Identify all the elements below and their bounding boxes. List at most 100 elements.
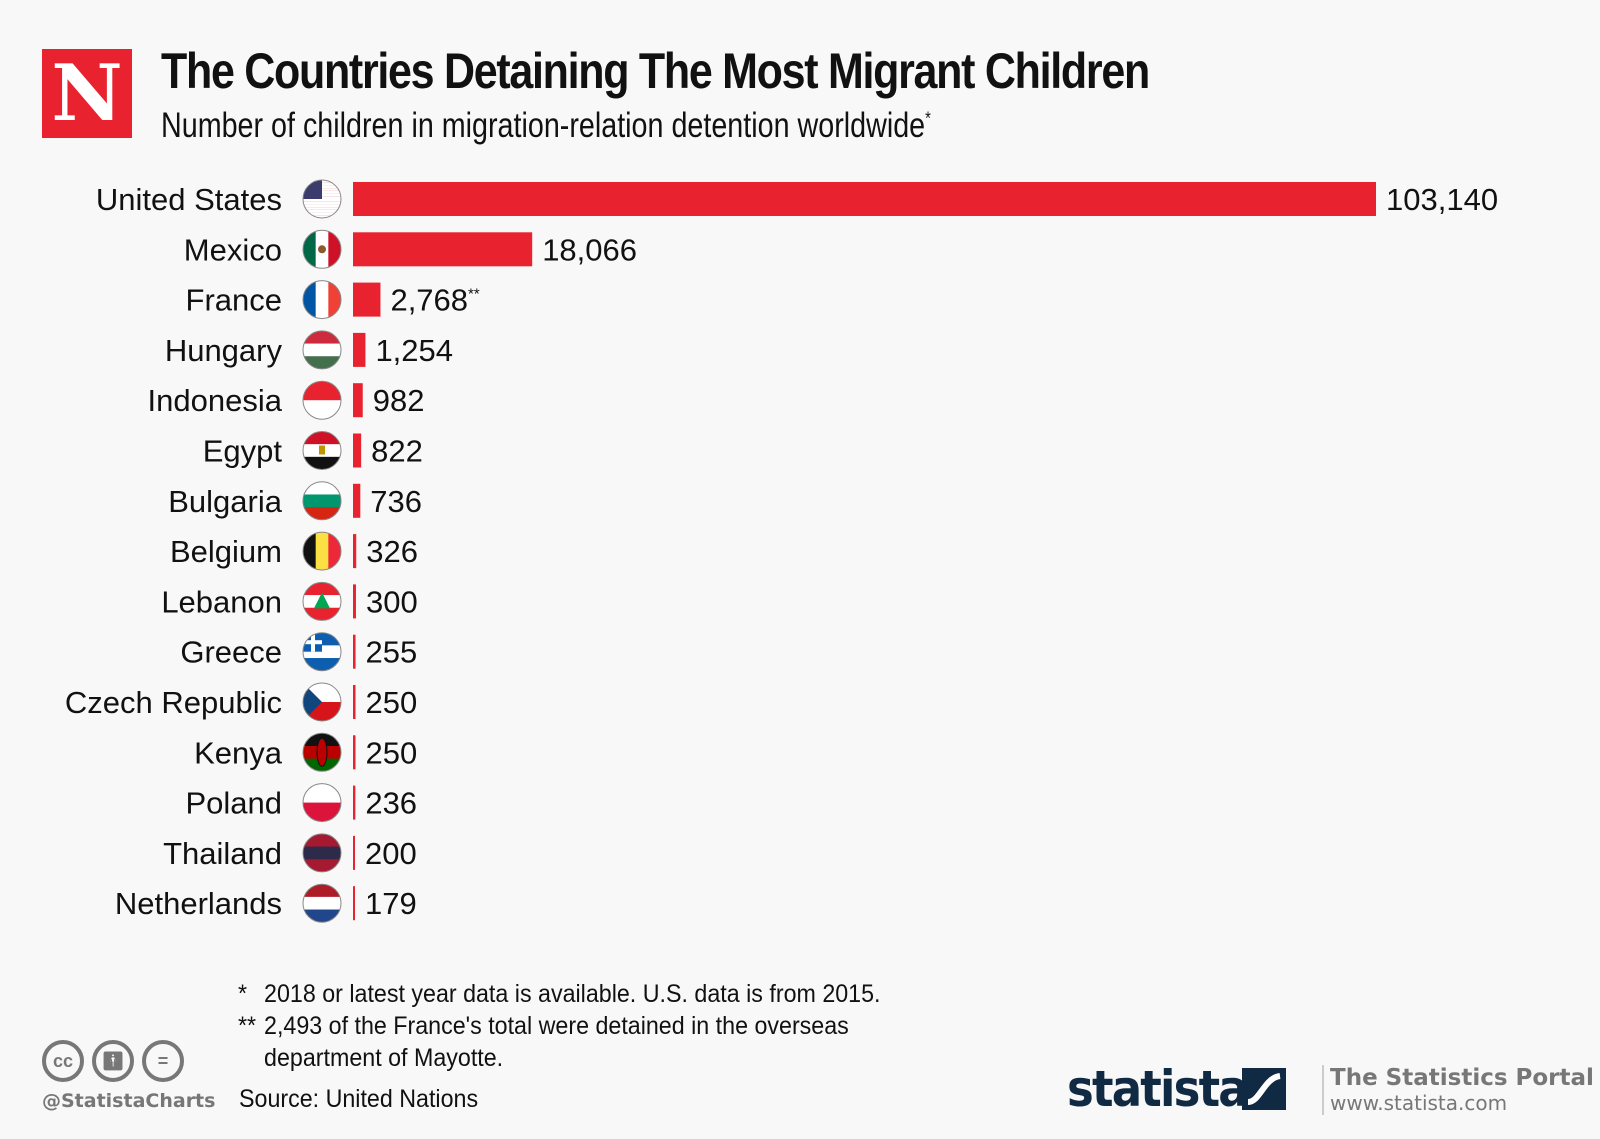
mx-flag-icon — [303, 230, 341, 269]
bar-row: Indonesia 982 — [148, 380, 425, 420]
bar — [353, 483, 361, 518]
bar-row: Belgium 326 — [170, 531, 418, 571]
us-flag-icon — [303, 180, 341, 218]
value-label: 200 — [365, 836, 417, 871]
bar — [353, 685, 356, 719]
bar-row: Bulgaria 736 — [168, 481, 422, 521]
bar-row: Netherlands 179 — [115, 883, 417, 923]
flag-border — [302, 783, 342, 823]
statista-wordmark: statista — [1067, 1060, 1249, 1118]
bar — [353, 383, 363, 418]
bar — [353, 332, 366, 367]
flag-border — [302, 179, 342, 219]
by-icon: 🚹︎ — [92, 1040, 134, 1082]
value-label: 822 — [371, 434, 423, 469]
nd-icon: = — [142, 1040, 184, 1082]
license-icons: cc 🚹︎ = — [42, 1040, 184, 1082]
flag-border — [302, 833, 342, 873]
bar-row: France 2,768** — [186, 280, 480, 320]
footnotes: * 2018 or latest year data is available. … — [238, 978, 906, 1074]
ke-flag-icon — [303, 733, 341, 772]
nl-flag-icon — [303, 884, 341, 923]
flag-border — [302, 481, 342, 521]
bar — [353, 835, 355, 870]
value-label: 736 — [370, 484, 422, 519]
value-label: 326 — [366, 534, 418, 569]
category-label: Indonesia — [148, 383, 283, 418]
value-label: 255 — [366, 635, 418, 670]
flag-border — [302, 380, 342, 420]
flag-border — [302, 732, 342, 772]
bar-row: Lebanon 300 — [161, 581, 418, 621]
bar — [353, 886, 355, 921]
category-label: Lebanon — [161, 584, 282, 619]
chart-subtitle: Number of children in migration-relation… — [161, 106, 931, 145]
source-text: Source: United Nations — [239, 1085, 479, 1113]
value-label: 300 — [366, 584, 418, 619]
flag-border — [302, 330, 342, 370]
category-label: Belgium — [170, 534, 282, 569]
bar-row: Mexico 18,066 — [184, 229, 637, 269]
flag-border — [302, 531, 342, 571]
category-label: Kenya — [194, 735, 283, 770]
bar — [353, 785, 356, 820]
value-footnote-mark: ** — [468, 286, 480, 303]
chart-title: The Countries Detaining The Most Migrant… — [161, 43, 1150, 99]
bg-flag-icon — [303, 481, 341, 520]
cc-icon: cc — [42, 1040, 84, 1082]
flag-border — [302, 280, 342, 320]
flag-border — [302, 682, 342, 722]
value-label: 250 — [365, 685, 417, 720]
pl-flag-icon — [303, 783, 341, 822]
bar-row: Greece 255 — [180, 632, 418, 672]
bar — [353, 182, 1376, 216]
category-label: Bulgaria — [168, 484, 282, 519]
value-label: 250 — [365, 735, 417, 770]
bar-row: Kenya 250 — [194, 732, 417, 772]
flag-border — [302, 229, 342, 269]
statista-portal: The Statistics Portal www.statista.com — [1322, 1065, 1594, 1115]
th-flag-icon — [303, 833, 341, 872]
category-label: Mexico — [184, 232, 282, 267]
category-label: Poland — [185, 786, 282, 821]
bar-row: United States 103,140 — [96, 179, 1498, 219]
bar — [353, 232, 533, 267]
category-label: Thailand — [163, 836, 282, 871]
bar-row: Thailand 200 — [163, 833, 417, 873]
flag-border — [302, 581, 342, 621]
category-label: Netherlands — [115, 886, 282, 921]
value-label: 2,768** — [390, 283, 479, 318]
newsweek-logo: N — [42, 49, 132, 138]
bar — [353, 735, 356, 770]
category-label: France — [186, 283, 282, 318]
cz-flag-icon — [303, 683, 341, 721]
value-label: 1,254 — [375, 333, 453, 368]
be-flag-icon — [303, 532, 341, 571]
footnote: ** 2,493 of the France's total were detai… — [238, 1012, 849, 1072]
bar — [353, 634, 356, 669]
bar-row: Hungary 1,254 — [165, 330, 453, 370]
value-label: 236 — [365, 786, 417, 821]
bar — [353, 433, 362, 468]
statista-handle: @StatistaCharts — [42, 1090, 216, 1112]
category-label: Greece — [180, 635, 282, 670]
flag-border — [302, 883, 342, 923]
bar — [353, 282, 381, 317]
value-label: 982 — [373, 383, 425, 418]
bar — [353, 584, 356, 619]
fr-flag-icon — [303, 280, 341, 319]
hu-flag-icon — [303, 330, 341, 369]
category-label: United States — [96, 182, 282, 217]
category-label: Egypt — [203, 434, 283, 469]
flag-border — [302, 431, 342, 470]
flag-border — [302, 632, 342, 672]
bar-row: Egypt 822 — [203, 431, 423, 470]
bar-row: Czech Republic 250 — [65, 682, 417, 722]
id-flag-icon — [303, 381, 341, 420]
bar-chart: United States 103,140 Mexico 18,066 France 2,… — [65, 179, 1498, 923]
category-label: Hungary — [165, 333, 283, 368]
value-label: 179 — [365, 886, 417, 921]
statista-logo-icon — [1242, 1068, 1286, 1110]
footnote: * 2018 or latest year data is available. … — [238, 980, 881, 1008]
lb-flag-icon — [303, 582, 341, 621]
